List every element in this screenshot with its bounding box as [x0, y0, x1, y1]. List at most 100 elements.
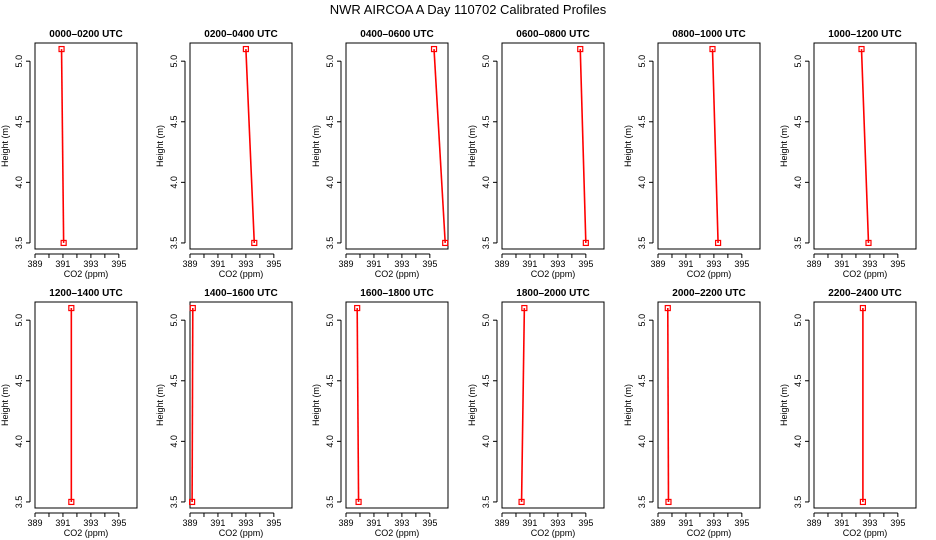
- panel-title: 0200–0400 UTC: [204, 29, 277, 40]
- x-tick-label: 395: [266, 518, 281, 528]
- x-tick-label: 393: [862, 518, 877, 528]
- x-tick-label: 389: [27, 259, 42, 269]
- x-axis-label: CO2 (ppm): [375, 269, 420, 279]
- panel-title: 2200–2400 UTC: [828, 288, 901, 299]
- profile-series-line: [520, 308, 526, 502]
- y-tick-label: 4.0: [481, 435, 491, 448]
- panel-title: 0800–1000 UTC: [672, 29, 745, 40]
- x-tick-label: 391: [210, 518, 225, 528]
- y-tick-label: 4.5: [793, 116, 803, 129]
- plot-frame: [34, 42, 138, 250]
- plot-frame: [189, 301, 293, 509]
- y-tick-label: 4.5: [637, 116, 647, 129]
- profile-series-line: [579, 49, 587, 243]
- x-tick-label: 393: [394, 518, 409, 528]
- plot-frame: [345, 301, 449, 509]
- y-tick-label: 5.0: [14, 55, 24, 68]
- x-tick-label: 391: [210, 259, 225, 269]
- plot-frame: [813, 301, 917, 509]
- y-tick-label: 4.0: [793, 435, 803, 448]
- x-tick-label: 391: [834, 259, 849, 269]
- plot-frame: [813, 42, 917, 250]
- y-tick-label: 4.0: [481, 176, 491, 189]
- y-axis-label: Height (m): [311, 384, 321, 426]
- data-point: [859, 498, 867, 506]
- panel-title: 0400–0600 UTC: [360, 29, 433, 40]
- data-point: [521, 304, 528, 312]
- data-point: [442, 239, 449, 247]
- x-axis-label: CO2 (ppm): [843, 269, 888, 279]
- x-tick-label: 389: [494, 518, 509, 528]
- x-tick-label: 393: [862, 259, 877, 269]
- y-tick-label: 4.5: [14, 116, 24, 129]
- plot-frame: [189, 42, 293, 250]
- x-tick-label: 393: [238, 259, 253, 269]
- y-tick-label: 4.0: [14, 176, 24, 189]
- panel-title: 0000–0200 UTC: [49, 29, 122, 40]
- data-point: [865, 239, 872, 247]
- x-tick-label: 389: [806, 518, 821, 528]
- data-point: [709, 45, 716, 53]
- x-tick-label: 393: [706, 259, 721, 269]
- x-tick-label: 389: [182, 518, 197, 528]
- y-axis-label: Height (m): [623, 384, 633, 426]
- y-tick-label: 4.0: [169, 435, 179, 448]
- y-tick-label: 3.5: [325, 237, 335, 250]
- y-tick-label: 4.0: [793, 176, 803, 189]
- y-tick-label: 5.0: [481, 55, 491, 68]
- panel-title: 0600–0800 UTC: [516, 29, 589, 40]
- x-tick-label: 389: [650, 259, 665, 269]
- data-point: [354, 304, 361, 312]
- x-tick-label: 395: [422, 259, 437, 269]
- x-tick-label: 389: [27, 518, 42, 528]
- y-axis-label: Height (m): [623, 125, 633, 167]
- y-tick-label: 4.5: [325, 375, 335, 388]
- x-axis-label: CO2 (ppm): [375, 528, 420, 538]
- x-axis-label: CO2 (ppm): [687, 528, 732, 538]
- x-axis-label: CO2 (ppm): [531, 269, 576, 279]
- x-tick-label: 395: [266, 259, 281, 269]
- y-axis-label: Height (m): [155, 384, 165, 426]
- plot-frame: [345, 42, 449, 250]
- y-tick-label: 4.0: [325, 176, 335, 189]
- x-tick-label: 395: [111, 518, 126, 528]
- x-tick-label: 395: [578, 259, 593, 269]
- data-point: [518, 498, 525, 506]
- data-point: [714, 239, 722, 247]
- profile-series-line: [191, 308, 194, 502]
- panel-title: 1000–1200 UTC: [828, 29, 901, 40]
- y-tick-label: 3.5: [481, 496, 491, 509]
- y-axis-label: Height (m): [779, 384, 789, 426]
- data-point: [664, 304, 671, 312]
- y-axis-label: Height (m): [467, 384, 477, 426]
- x-tick-label: 393: [83, 259, 98, 269]
- x-tick-label: 393: [550, 259, 565, 269]
- y-tick-label: 4.0: [325, 435, 335, 448]
- profile-series-line: [356, 308, 360, 502]
- y-tick-label: 4.5: [481, 375, 491, 388]
- y-tick-label: 4.5: [325, 116, 335, 129]
- profile-series-line: [60, 49, 65, 243]
- figure-title: NWR AIRCOA A Day 110702 Calibrated Profi…: [330, 2, 607, 17]
- y-axis-label: Height (m): [0, 384, 10, 426]
- x-tick-label: 391: [522, 518, 537, 528]
- plot-frame: [657, 301, 761, 509]
- y-tick-label: 5.0: [793, 314, 803, 327]
- y-tick-label: 3.5: [14, 237, 24, 250]
- y-tick-label: 3.5: [793, 496, 803, 509]
- panel-title: 2000–2200 UTC: [672, 288, 745, 299]
- x-axis-label: CO2 (ppm): [219, 528, 264, 538]
- plot-frame: [34, 301, 138, 509]
- y-tick-label: 3.5: [14, 496, 24, 509]
- x-tick-label: 391: [366, 518, 381, 528]
